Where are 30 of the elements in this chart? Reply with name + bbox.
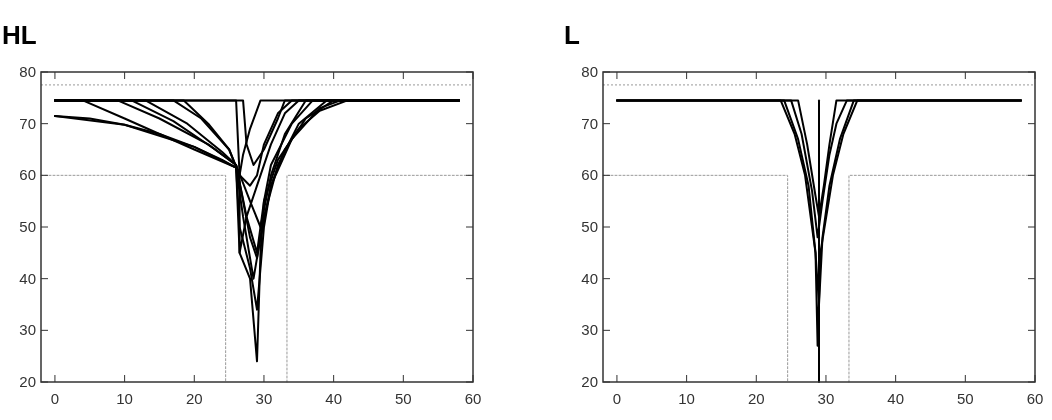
y-tick-label: 80 xyxy=(581,63,598,80)
y-tick-label: 50 xyxy=(581,218,598,235)
x-tick-label: 0 xyxy=(612,390,622,407)
y-tick-label: 40 xyxy=(581,269,598,287)
y-tick-label: 70 xyxy=(581,114,598,132)
y-tick-label: 30 xyxy=(19,321,36,339)
x-tick-label: 30 xyxy=(255,390,273,407)
y-tick-label: 60 xyxy=(581,166,598,184)
x-tick-label: 50 xyxy=(956,390,974,407)
x-tick-label: 20 xyxy=(185,390,203,407)
x-tick-label: 40 xyxy=(325,390,342,407)
chart-title: HL xyxy=(2,20,37,50)
x-tick-label: 60 xyxy=(1026,390,1044,407)
x-tick-label: 50 xyxy=(394,390,412,407)
y-tick-label: 40 xyxy=(19,269,36,287)
chart-title: L xyxy=(564,20,580,50)
y-tick-label: 80 xyxy=(19,63,36,80)
x-tick-label: 30 xyxy=(817,390,835,407)
x-tick-label: 0 xyxy=(50,390,60,407)
y-tick-label: 60 xyxy=(19,166,36,184)
x-tick-label: 60 xyxy=(464,390,482,407)
y-tick-label: 20 xyxy=(19,373,36,390)
y-tick-label: 20 xyxy=(581,373,598,390)
x-tick-label: 20 xyxy=(747,390,765,407)
y-tick-label: 30 xyxy=(581,321,598,339)
x-tick-label: 10 xyxy=(678,390,695,407)
y-tick-label: 50 xyxy=(19,218,36,235)
x-tick-label: 10 xyxy=(116,390,133,407)
y-tick-label: 70 xyxy=(19,114,36,132)
x-tick-label: 40 xyxy=(887,390,904,407)
